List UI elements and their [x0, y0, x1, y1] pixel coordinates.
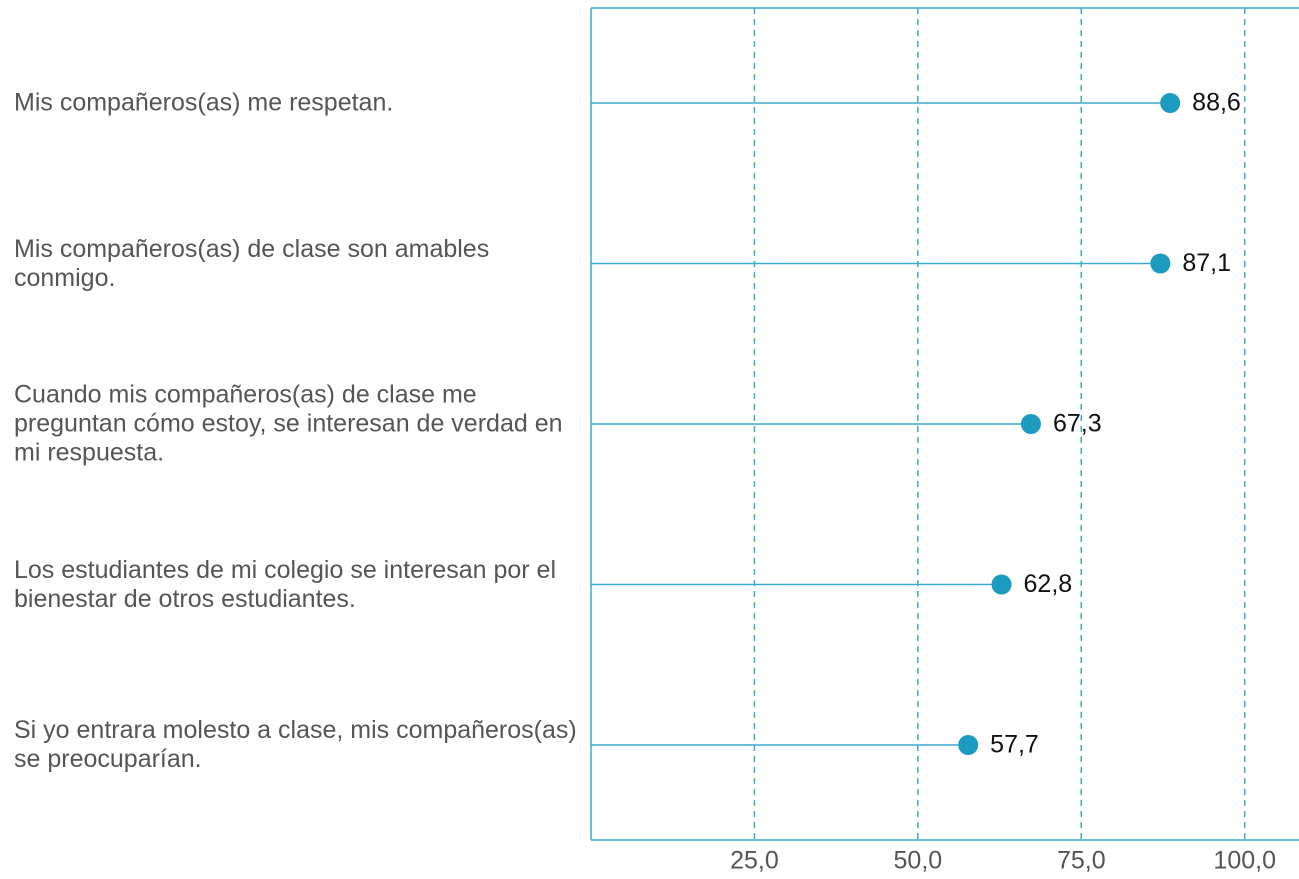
dot: [1020, 414, 1041, 434]
dot: [1150, 253, 1171, 274]
dot: [991, 574, 1012, 595]
category-label: Los estudiantes de mi colegio se interes…: [14, 555, 556, 613]
value-label: 67,3: [1053, 410, 1102, 438]
category-label: Mis compañeros(as) me respetan.: [14, 88, 394, 117]
x-tick-label: 25,0: [730, 847, 779, 875]
category-label: Mis compañeros(as) de clase son amables …: [14, 234, 490, 292]
category-label: Si yo entrara molesto a clase, mis compa…: [14, 716, 577, 773]
x-tick-label: 50,0: [894, 847, 943, 875]
dot: [1160, 93, 1181, 113]
value-label: 57,7: [990, 731, 1039, 759]
x-tick-label: 100,0: [1213, 847, 1276, 875]
value-label: 88,6: [1192, 89, 1241, 117]
category-label: Cuando mis compañeros(as) de clase me pr…: [14, 380, 563, 467]
dot: [958, 735, 979, 755]
value-label: 87,1: [1182, 249, 1231, 277]
x-tick-label: 75,0: [1057, 847, 1106, 875]
value-label: 62,8: [1024, 570, 1073, 598]
